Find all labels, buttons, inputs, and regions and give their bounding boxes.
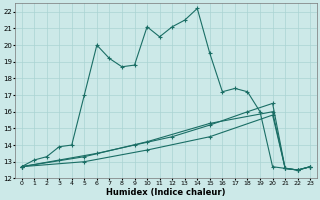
- X-axis label: Humidex (Indice chaleur): Humidex (Indice chaleur): [106, 188, 226, 197]
